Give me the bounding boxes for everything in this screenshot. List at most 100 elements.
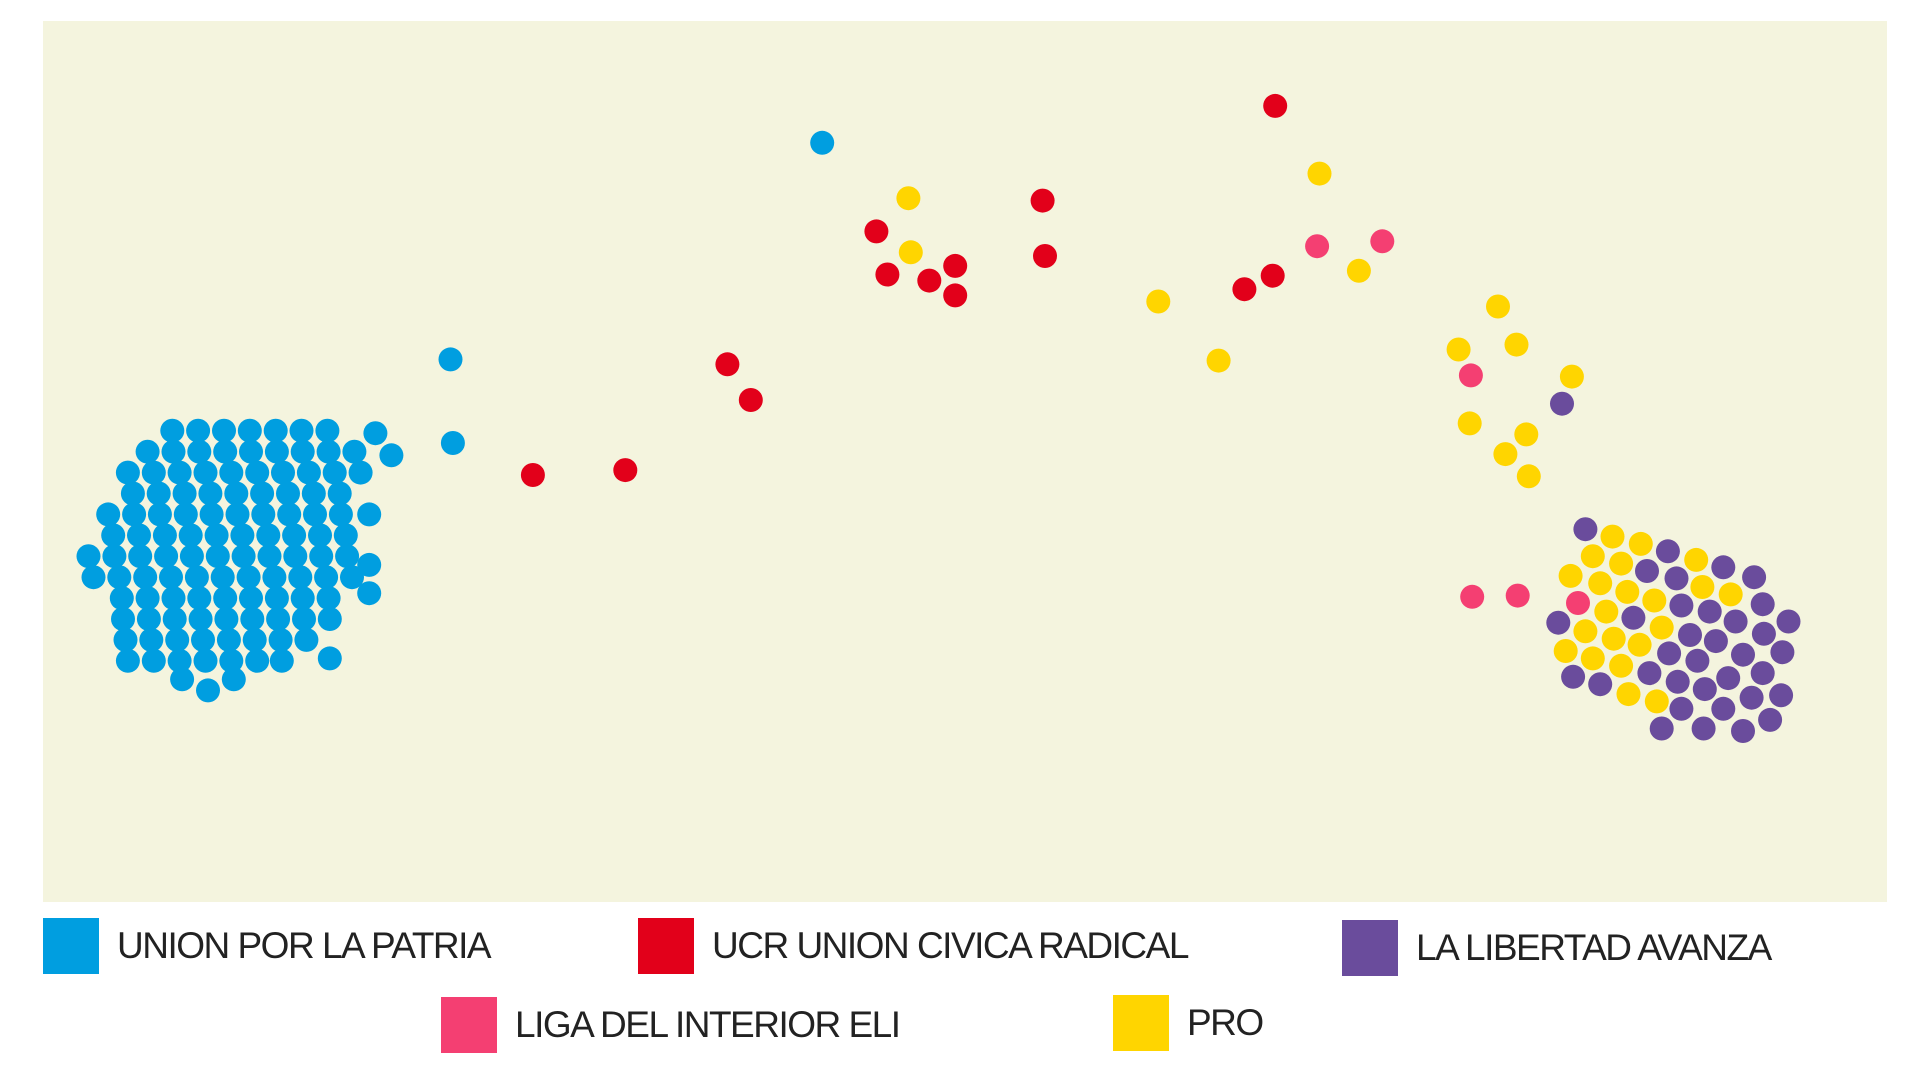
legend-label-upp: UNION POR LA PATRIA [117, 925, 492, 966]
point-upp [290, 439, 315, 464]
point-pro [1514, 422, 1539, 447]
point-lla [1649, 716, 1674, 741]
point-upp [107, 565, 132, 590]
point-upp [188, 607, 213, 631]
point-upp [133, 565, 158, 590]
point-lla [1770, 640, 1795, 665]
point-ucr [943, 253, 968, 278]
point-upp [221, 667, 246, 692]
point-ucr [1263, 93, 1288, 118]
point-upp [179, 544, 204, 569]
point-upp [147, 502, 172, 527]
point-upp [239, 439, 263, 464]
point-upp [120, 481, 145, 506]
point-upp [263, 418, 288, 443]
point-upp [269, 648, 294, 673]
point-upp [219, 648, 244, 673]
point-lla [1573, 517, 1598, 542]
point-upp [219, 460, 244, 485]
point-pro [1580, 646, 1605, 671]
point-upp [264, 439, 289, 464]
point-upp [128, 544, 153, 569]
point-lla [1637, 661, 1662, 686]
point-upp [314, 565, 339, 590]
point-upp [333, 523, 358, 548]
point-pro [1644, 689, 1669, 714]
point-liga [1505, 583, 1530, 608]
point-upp [167, 648, 192, 673]
legend-item-ucr: UCR UNION CIVICA RADICAL [638, 918, 1189, 974]
point-lla [1750, 592, 1775, 617]
point-lla [1655, 539, 1680, 564]
point-upp [167, 460, 192, 485]
point-pro [1642, 588, 1667, 613]
point-upp [283, 544, 308, 569]
point-upp [340, 565, 364, 590]
point-upp [101, 523, 126, 548]
point-upp [277, 502, 302, 527]
point-pro [1559, 364, 1584, 389]
legend-item-upp: UNION POR LA PATRIA [43, 918, 492, 974]
legend-label-pro: PRO [1187, 1002, 1264, 1043]
point-upp [245, 648, 270, 673]
point-lla [1716, 666, 1741, 691]
point-upp [257, 544, 282, 569]
point-pro [1649, 615, 1674, 640]
point-lla [1769, 683, 1794, 708]
point-upp [139, 627, 164, 652]
point-upp [152, 523, 177, 548]
point-pro [896, 186, 921, 211]
point-liga [1370, 229, 1395, 254]
point-ucr [520, 463, 545, 487]
point-upp [236, 565, 261, 590]
point-pro [1600, 524, 1625, 549]
point-upp [205, 544, 230, 569]
legend-swatch-ucr [638, 918, 694, 974]
legend-item-lla: LA LIBERTAD AVANZA [1342, 920, 1772, 976]
point-lla [1731, 642, 1755, 667]
point-upp [173, 502, 198, 527]
point-pro [1615, 579, 1640, 604]
point-upp [113, 627, 138, 652]
point-upp [193, 648, 218, 673]
point-pro [1346, 258, 1371, 283]
point-pro [1580, 544, 1605, 569]
point-upp [213, 586, 238, 611]
legend-item-pro: PRO [1113, 995, 1264, 1051]
point-lla [1723, 609, 1748, 634]
point-upp [154, 544, 179, 569]
point-pro [1627, 632, 1652, 657]
point-upp [198, 481, 223, 506]
point-upp [210, 565, 235, 590]
point-upp [301, 481, 326, 506]
point-upp [191, 627, 215, 652]
legend-swatch-pro [1113, 995, 1169, 1051]
point-upp [309, 544, 334, 569]
point-pro [1609, 551, 1634, 576]
point-lla [1657, 641, 1682, 666]
point-upp [289, 418, 314, 443]
point-ucr [943, 283, 968, 308]
point-upp [170, 667, 195, 692]
points-layer [76, 93, 1801, 743]
legend-swatch-lla [1342, 920, 1398, 976]
point-lla [1711, 555, 1736, 580]
point-pro [1684, 547, 1709, 572]
point-upp [187, 586, 212, 611]
point-upp [264, 586, 289, 611]
point-upp [357, 581, 382, 606]
point-upp [440, 431, 465, 455]
point-upp [96, 502, 121, 527]
point-upp [109, 586, 134, 611]
point-lla [1711, 696, 1736, 721]
point-upp [262, 565, 287, 590]
point-upp [76, 544, 101, 569]
point-upp [115, 460, 140, 485]
point-pro [1553, 639, 1578, 663]
point-upp [316, 439, 341, 464]
point-upp [213, 439, 238, 464]
point-upp [160, 418, 185, 443]
point-lla [1669, 696, 1694, 721]
point-ucr [613, 458, 638, 483]
